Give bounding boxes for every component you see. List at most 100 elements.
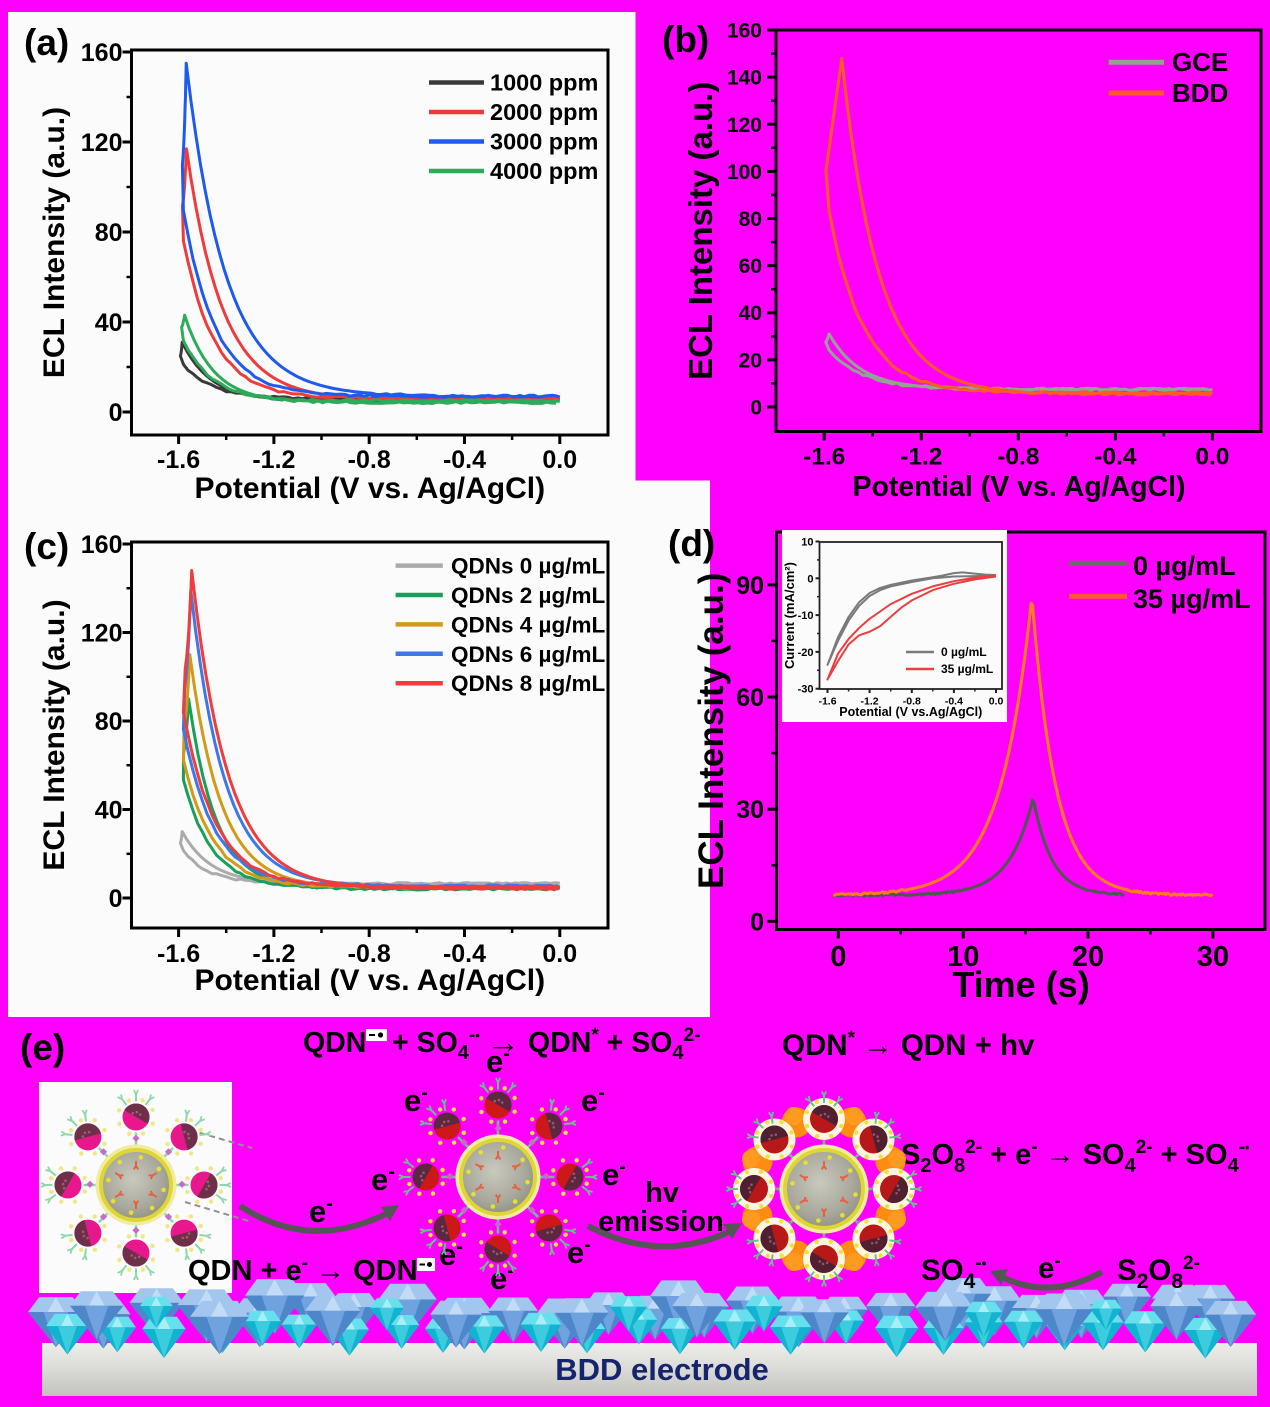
svg-text:e-: e- bbox=[581, 1082, 605, 1118]
svg-text:-0.4: -0.4 bbox=[443, 446, 486, 474]
svg-text:BDD electrode: BDD electrode bbox=[555, 1352, 769, 1387]
svg-text:-0.4: -0.4 bbox=[1094, 444, 1137, 471]
svg-text:80: 80 bbox=[95, 708, 123, 736]
svg-text:20: 20 bbox=[739, 349, 762, 372]
svg-text:10: 10 bbox=[947, 941, 979, 973]
svg-text:2000 ppm: 2000 ppm bbox=[490, 99, 598, 125]
svg-text:-10: -10 bbox=[798, 610, 814, 622]
svg-text:e-: e- bbox=[404, 1082, 428, 1118]
svg-text:0.0: 0.0 bbox=[542, 446, 577, 474]
svg-text:3000 ppm: 3000 ppm bbox=[490, 129, 598, 155]
svg-text:30: 30 bbox=[1197, 941, 1229, 973]
svg-text:4000 ppm: 4000 ppm bbox=[490, 158, 598, 184]
svg-text:e-: e- bbox=[1038, 1251, 1061, 1285]
svg-text:-0.8: -0.8 bbox=[903, 696, 921, 708]
svg-text:0: 0 bbox=[830, 941, 846, 973]
svg-text:0.0: 0.0 bbox=[1195, 444, 1229, 471]
svg-text:-1.2: -1.2 bbox=[252, 940, 295, 968]
svg-text:35 µg/mL: 35 µg/mL bbox=[941, 662, 993, 676]
svg-text:160: 160 bbox=[727, 20, 762, 43]
svg-text:35 µg/mL: 35 µg/mL bbox=[1133, 584, 1251, 614]
svg-text:Time (s): Time (s) bbox=[952, 964, 1089, 1005]
svg-text:160: 160 bbox=[81, 531, 123, 559]
svg-text:10: 10 bbox=[801, 537, 813, 549]
svg-text:0: 0 bbox=[807, 573, 813, 585]
svg-text:QDNs 6 µg/mL: QDNs 6 µg/mL bbox=[451, 642, 605, 667]
svg-text:0: 0 bbox=[109, 399, 123, 427]
svg-text:-1.2: -1.2 bbox=[252, 446, 295, 474]
svg-text:-30: -30 bbox=[798, 684, 814, 696]
svg-text:GCE: GCE bbox=[1172, 47, 1228, 77]
svg-text:-1.2: -1.2 bbox=[900, 444, 942, 471]
svg-text:QDN: QDN bbox=[303, 1027, 366, 1059]
svg-text:120: 120 bbox=[727, 114, 762, 137]
svg-text:Potential (V vs. Ag/AgCl): Potential (V vs. Ag/AgCl) bbox=[195, 472, 546, 505]
svg-text:0: 0 bbox=[750, 397, 762, 420]
svg-text:BDD: BDD bbox=[1172, 78, 1228, 108]
svg-text:1000 ppm: 1000 ppm bbox=[490, 70, 598, 96]
svg-text:SO4-•: SO4-• bbox=[921, 1253, 987, 1293]
svg-text:100: 100 bbox=[727, 161, 762, 184]
svg-text:90: 90 bbox=[736, 572, 764, 600]
svg-text:emission: emission bbox=[598, 1206, 724, 1238]
svg-text:(a): (a) bbox=[24, 22, 69, 63]
svg-text:S2O82-: S2O82- bbox=[1117, 1253, 1200, 1293]
svg-text:160: 160 bbox=[81, 39, 123, 67]
svg-text:40: 40 bbox=[739, 302, 762, 325]
svg-text:S2O82- + e- → SO42- + SO4-•: S2O82- + e- → SO42- + SO4-• bbox=[901, 1137, 1250, 1177]
svg-text:60: 60 bbox=[736, 684, 764, 712]
svg-text:-20: -20 bbox=[798, 647, 814, 659]
svg-text:e-: e- bbox=[439, 1236, 463, 1272]
svg-text:e-: e- bbox=[309, 1193, 333, 1229]
svg-text:80: 80 bbox=[739, 208, 762, 231]
svg-text:0: 0 bbox=[109, 885, 123, 913]
svg-text:120: 120 bbox=[81, 620, 123, 648]
svg-text:Potential (V vs. Ag/AgCl): Potential (V vs. Ag/AgCl) bbox=[195, 964, 546, 997]
svg-text:→: → bbox=[487, 1023, 520, 1060]
svg-text:Current (mA/cm²): Current (mA/cm²) bbox=[782, 562, 797, 669]
svg-text:QDNs 4 µg/mL: QDNs 4 µg/mL bbox=[451, 612, 605, 637]
svg-text:QDNs 0 µg/mL: QDNs 0 µg/mL bbox=[451, 554, 605, 579]
svg-text:-0.4: -0.4 bbox=[945, 696, 963, 708]
svg-text:-1.2: -1.2 bbox=[861, 696, 879, 708]
svg-text:30: 30 bbox=[736, 796, 764, 824]
svg-text:(c): (c) bbox=[24, 526, 69, 567]
svg-text:60: 60 bbox=[739, 255, 762, 278]
svg-text:0.0: 0.0 bbox=[542, 940, 577, 968]
svg-text:20: 20 bbox=[1072, 941, 1104, 973]
svg-text:0 µg/mL: 0 µg/mL bbox=[941, 645, 987, 659]
svg-text:-1.6: -1.6 bbox=[157, 940, 200, 968]
svg-text:-0.8: -0.8 bbox=[997, 444, 1039, 471]
svg-text:ECL Intensity (a.u.): ECL Intensity (a.u.) bbox=[682, 82, 719, 380]
svg-text:hv: hv bbox=[645, 1177, 679, 1209]
svg-text:ECL Intensity (a.u.): ECL Intensity (a.u.) bbox=[38, 599, 71, 870]
svg-text:Potential (V vs.Ag/AgCl): Potential (V vs.Ag/AgCl) bbox=[839, 705, 982, 719]
svg-text:QDN* + SO42-: QDN* + SO42- bbox=[528, 1025, 700, 1064]
svg-text:0.0: 0.0 bbox=[989, 696, 1004, 708]
svg-text:e-: e- bbox=[567, 1234, 591, 1270]
svg-text:0 µg/mL: 0 µg/mL bbox=[1133, 551, 1236, 581]
svg-text:(b): (b) bbox=[662, 19, 709, 60]
svg-text:40: 40 bbox=[95, 797, 123, 825]
svg-text:-1.6: -1.6 bbox=[803, 444, 845, 471]
svg-text:80: 80 bbox=[95, 219, 123, 247]
svg-text:120: 120 bbox=[81, 129, 123, 157]
svg-text:140: 140 bbox=[727, 67, 762, 90]
svg-text:e-: e- bbox=[490, 1260, 514, 1296]
svg-text:QDNs 8 µg/mL: QDNs 8 µg/mL bbox=[451, 671, 605, 696]
svg-text:40: 40 bbox=[95, 309, 123, 337]
svg-text:ECL Intensity (a.u.): ECL Intensity (a.u.) bbox=[692, 573, 731, 889]
svg-text:-0.8: -0.8 bbox=[348, 940, 391, 968]
svg-text:-1.6: -1.6 bbox=[818, 696, 836, 708]
svg-text:Potential (V vs. Ag/AgCl): Potential (V vs. Ag/AgCl) bbox=[852, 471, 1185, 503]
svg-text:e-: e- bbox=[486, 1043, 510, 1079]
svg-text:QDNs 2 µg/mL: QDNs 2 µg/mL bbox=[451, 583, 605, 608]
svg-text:e-: e- bbox=[602, 1156, 626, 1192]
svg-text:ECL Intensity (a.u.): ECL Intensity (a.u.) bbox=[38, 107, 71, 378]
svg-text:QDN* → QDN + hv: QDN* → QDN + hv bbox=[782, 1028, 1035, 1062]
svg-text:QDN + e- → QDN: QDN + e- → QDN bbox=[188, 1253, 418, 1287]
svg-text:0: 0 bbox=[750, 908, 764, 936]
svg-text:-1.6: -1.6 bbox=[157, 446, 200, 474]
svg-text:-0.4: -0.4 bbox=[443, 940, 486, 968]
svg-text:e-: e- bbox=[371, 1161, 395, 1197]
